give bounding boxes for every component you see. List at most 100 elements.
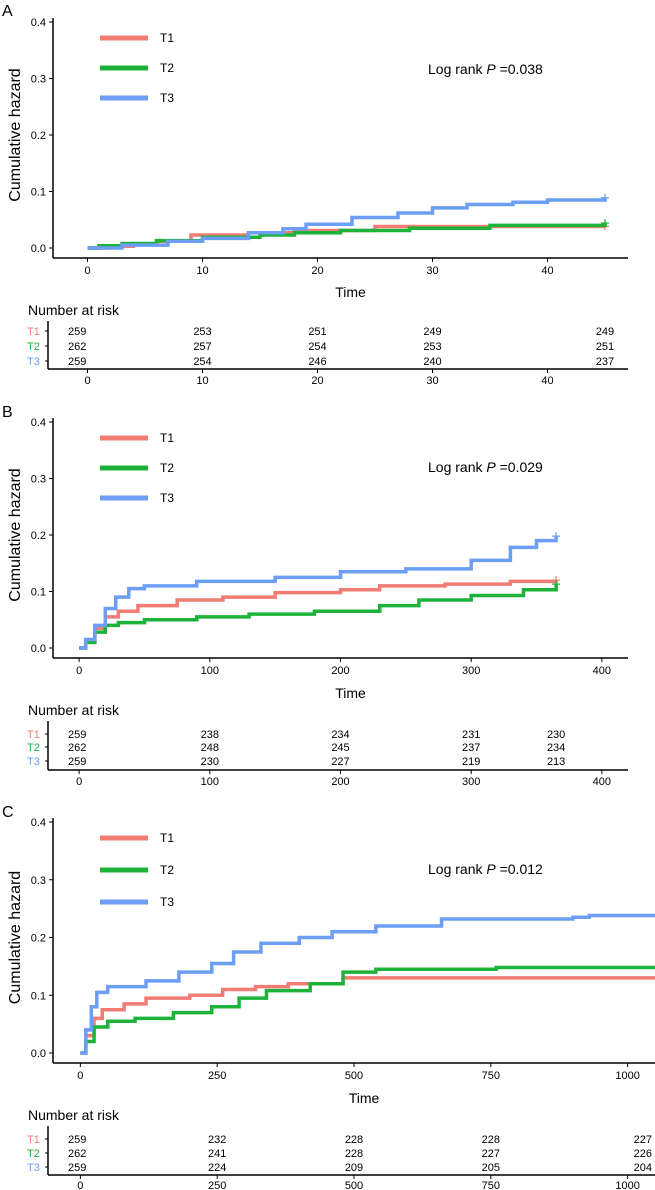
risk-cell: 259 xyxy=(68,356,86,368)
risk-cell: 234 xyxy=(331,729,349,741)
y-tick-label: 0.2 xyxy=(31,530,46,542)
log-rank-annotation: Log rank P =0.012 xyxy=(428,861,543,877)
risk-x-tick-label: 750 xyxy=(482,1180,500,1190)
legend-label-t2: T2 xyxy=(160,461,174,475)
censor-mark xyxy=(601,193,609,202)
risk-cell: 245 xyxy=(331,742,349,754)
y-tick-label: 0.4 xyxy=(31,817,46,829)
risk-row-label-t2: T2 xyxy=(27,742,40,754)
panel-label: B xyxy=(2,404,13,421)
y-axis-label: Cumulative hazard xyxy=(7,68,24,201)
risk-row-label-t2: T2 xyxy=(27,341,40,353)
y-tick-label: 0.2 xyxy=(31,933,46,945)
risk-row-label-t1: T1 xyxy=(27,1134,40,1146)
risk-cell: 253 xyxy=(423,341,441,353)
risk-cell: 259 xyxy=(68,1162,86,1174)
x-tick-label: 30 xyxy=(426,265,438,277)
risk-row-label-t1: T1 xyxy=(27,729,40,741)
risk-cell: 226 xyxy=(634,1148,652,1160)
panel-a: A 0.0 0.1 0.2 0.3 0.4 Cumulative hazard 0 10 20 30… xyxy=(2,3,628,387)
y-tick-label: 0.0 xyxy=(31,1048,46,1060)
log-rank-annotation: Log rank P =0.029 xyxy=(428,459,543,475)
risk-cell: 213 xyxy=(547,756,565,768)
risk-x-tick-label: 500 xyxy=(345,1180,363,1190)
risk-cell: 257 xyxy=(193,341,211,353)
x-tick-label: 250 xyxy=(208,1070,226,1082)
risk-cell: 259 xyxy=(68,729,86,741)
legend-label-t1: T1 xyxy=(160,431,174,445)
x-tick-label: 10 xyxy=(196,265,208,277)
risk-cell: 262 xyxy=(68,742,86,754)
risk-table: Number at risk T1 259 253 251 249 249 T2 262 257 2… xyxy=(27,302,628,387)
risk-row-label-t3: T3 xyxy=(27,1162,40,1174)
risk-cell: 227 xyxy=(331,756,349,768)
y-tick-label: 0.1 xyxy=(31,990,46,1002)
series-line-t1 xyxy=(79,579,558,650)
legend-label-t3: T3 xyxy=(160,491,174,505)
y-tick-label: 0.1 xyxy=(31,587,46,599)
risk-x-tick-label: 100 xyxy=(201,776,219,788)
censor-mark xyxy=(552,532,561,541)
series-line-t3 xyxy=(79,536,558,650)
risk-cell: 231 xyxy=(462,729,480,741)
risk-cell: 232 xyxy=(208,1134,226,1146)
risk-cell: 230 xyxy=(547,729,565,741)
risk-cell: 246 xyxy=(308,356,326,368)
x-tick-label: 200 xyxy=(331,665,349,677)
censor-mark xyxy=(601,219,609,228)
risk-cell: 249 xyxy=(423,326,441,338)
risk-cell: 254 xyxy=(308,341,326,353)
risk-cell: 254 xyxy=(193,356,211,368)
x-tick-label: 300 xyxy=(462,665,480,677)
x-tick-label: 100 xyxy=(201,665,219,677)
x-tick-label: 1000 xyxy=(615,1070,639,1082)
panel-b: B 0.0 0.1 0.2 0.3 0.4 Cumulative hazard 0 100 200… xyxy=(2,404,628,788)
y-tick-label: 0.3 xyxy=(31,74,46,86)
series-line-t3 xyxy=(87,197,607,250)
risk-cell: 204 xyxy=(634,1162,652,1174)
risk-x-tick-label: 400 xyxy=(593,776,611,788)
y-tick-label: 0.2 xyxy=(31,130,46,142)
risk-cell: 234 xyxy=(547,742,565,754)
panel-c: C 0.0 0.1 0.2 0.3 0.4 Cumulative hazard 0 250 500… xyxy=(2,804,655,1190)
risk-cell: 228 xyxy=(345,1134,363,1146)
risk-table-title: Number at risk xyxy=(28,702,120,718)
risk-table-title: Number at risk xyxy=(28,1107,120,1123)
x-tick-label: 750 xyxy=(482,1070,500,1082)
risk-cell: 227 xyxy=(634,1134,652,1146)
y-tick-label: 0.3 xyxy=(31,875,46,887)
risk-x-tick-label: 0 xyxy=(84,375,90,387)
risk-cell: 238 xyxy=(201,729,219,741)
risk-cell: 205 xyxy=(482,1162,500,1174)
risk-table: Number at risk T1 259 238 234 231 230 T2 262 248 2… xyxy=(27,702,628,788)
risk-table-title: Number at risk xyxy=(28,302,120,318)
series-line-t2 xyxy=(80,965,655,1055)
series-line-t3 xyxy=(80,913,655,1055)
y-tick-label: 0.0 xyxy=(31,643,46,655)
risk-cell: 262 xyxy=(68,1148,86,1160)
x-axis-label: Time xyxy=(349,1090,380,1106)
panel-label: C xyxy=(2,804,14,821)
risk-cell: 228 xyxy=(482,1134,500,1146)
censor-mark xyxy=(552,580,561,589)
risk-table: Number at risk T1 259 232 228 228 227 T2 262 241 2… xyxy=(27,1107,655,1190)
risk-x-tick-label: 10 xyxy=(196,375,208,387)
risk-cell: 262 xyxy=(68,341,86,353)
risk-row-label-t2: T2 xyxy=(27,1148,40,1160)
risk-cell: 251 xyxy=(308,326,326,338)
legend-label-t1: T1 xyxy=(160,31,174,45)
risk-cell: 237 xyxy=(596,356,614,368)
risk-cell: 219 xyxy=(462,756,480,768)
risk-cell: 259 xyxy=(68,756,86,768)
legend-label-t2: T2 xyxy=(160,863,174,877)
x-tick-label: 500 xyxy=(345,1070,363,1082)
risk-cell: 248 xyxy=(201,742,219,754)
log-rank-annotation: Log rank P =0.038 xyxy=(428,61,543,77)
risk-x-tick-label: 250 xyxy=(208,1180,226,1190)
x-tick-label: 0 xyxy=(84,265,90,277)
risk-x-tick-label: 200 xyxy=(331,776,349,788)
y-tick-label: 0.3 xyxy=(31,474,46,486)
x-tick-label: 400 xyxy=(593,665,611,677)
legend-label-t3: T3 xyxy=(160,895,174,909)
